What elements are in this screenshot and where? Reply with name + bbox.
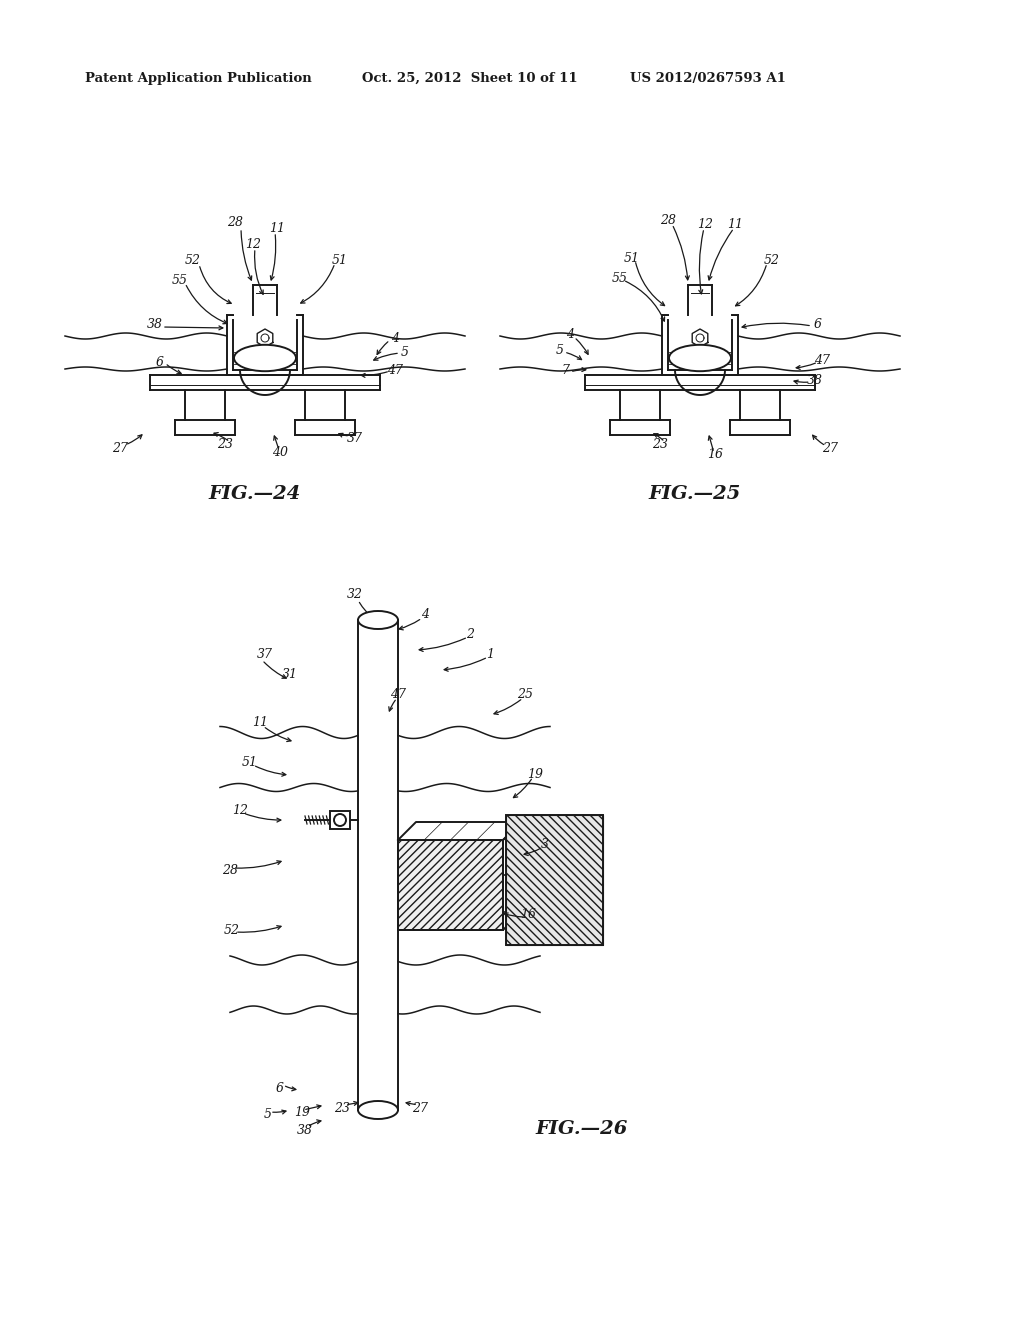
Text: 23: 23 — [217, 438, 233, 451]
FancyBboxPatch shape — [330, 810, 350, 829]
Ellipse shape — [358, 1101, 398, 1119]
Text: 6: 6 — [814, 318, 822, 331]
Ellipse shape — [358, 611, 398, 630]
Text: 5: 5 — [264, 1109, 272, 1122]
Text: 16: 16 — [520, 908, 536, 921]
Text: 28: 28 — [660, 214, 676, 227]
Text: 5: 5 — [401, 346, 409, 359]
Bar — [506, 814, 603, 945]
Text: 16: 16 — [707, 449, 723, 462]
Text: 19: 19 — [294, 1106, 310, 1118]
Text: 19: 19 — [527, 768, 543, 781]
Text: 37: 37 — [347, 432, 362, 445]
Bar — [398, 840, 503, 931]
Text: US 2012/0267593 A1: US 2012/0267593 A1 — [630, 73, 785, 84]
Text: 51: 51 — [242, 755, 258, 768]
Text: 4: 4 — [566, 329, 574, 342]
Bar — [506, 814, 603, 945]
Text: 51: 51 — [332, 253, 348, 267]
Text: 38: 38 — [297, 1123, 313, 1137]
Text: 4: 4 — [421, 609, 429, 622]
Text: 6: 6 — [276, 1081, 284, 1094]
Text: 27: 27 — [412, 1101, 428, 1114]
Text: 1: 1 — [486, 648, 494, 661]
Text: 38: 38 — [807, 374, 823, 387]
Text: 40: 40 — [272, 446, 288, 458]
Bar — [398, 840, 503, 931]
Text: 11: 11 — [269, 222, 285, 235]
Circle shape — [334, 814, 346, 826]
Text: 47: 47 — [814, 354, 830, 367]
Text: 31: 31 — [282, 668, 298, 681]
Text: 55: 55 — [612, 272, 628, 285]
Text: 11: 11 — [727, 219, 743, 231]
Text: FIG.—25: FIG.—25 — [649, 484, 741, 503]
Text: 27: 27 — [112, 441, 128, 454]
Text: Oct. 25, 2012  Sheet 10 of 11: Oct. 25, 2012 Sheet 10 of 11 — [362, 73, 578, 84]
Text: 6: 6 — [156, 355, 164, 368]
Text: 3: 3 — [541, 838, 549, 851]
Text: 4: 4 — [391, 331, 399, 345]
Text: 52: 52 — [764, 253, 780, 267]
Text: 32: 32 — [347, 589, 362, 602]
Text: 38: 38 — [147, 318, 163, 331]
Text: 12: 12 — [232, 804, 248, 817]
Text: 12: 12 — [697, 219, 713, 231]
Text: FIG.—26: FIG.—26 — [535, 1119, 628, 1138]
Text: 47: 47 — [390, 689, 406, 701]
Text: 27: 27 — [822, 441, 838, 454]
Text: 11: 11 — [252, 715, 268, 729]
Text: 52: 52 — [224, 924, 240, 936]
Text: 28: 28 — [227, 215, 243, 228]
Text: 5: 5 — [556, 343, 564, 356]
Text: 37: 37 — [257, 648, 273, 661]
Text: 2: 2 — [466, 628, 474, 642]
Ellipse shape — [669, 345, 731, 371]
Text: 23: 23 — [652, 438, 668, 451]
Text: 23: 23 — [334, 1101, 350, 1114]
Text: Patent Application Publication: Patent Application Publication — [85, 73, 311, 84]
Text: 28: 28 — [222, 863, 238, 876]
Text: 12: 12 — [245, 239, 261, 252]
Text: 25: 25 — [517, 689, 534, 701]
Text: 52: 52 — [185, 253, 201, 267]
Text: FIG.—24: FIG.—24 — [209, 484, 301, 503]
Text: 47: 47 — [387, 363, 403, 376]
Ellipse shape — [234, 345, 296, 371]
Text: 7: 7 — [561, 363, 569, 376]
Text: 51: 51 — [624, 252, 640, 264]
Text: 55: 55 — [172, 273, 188, 286]
